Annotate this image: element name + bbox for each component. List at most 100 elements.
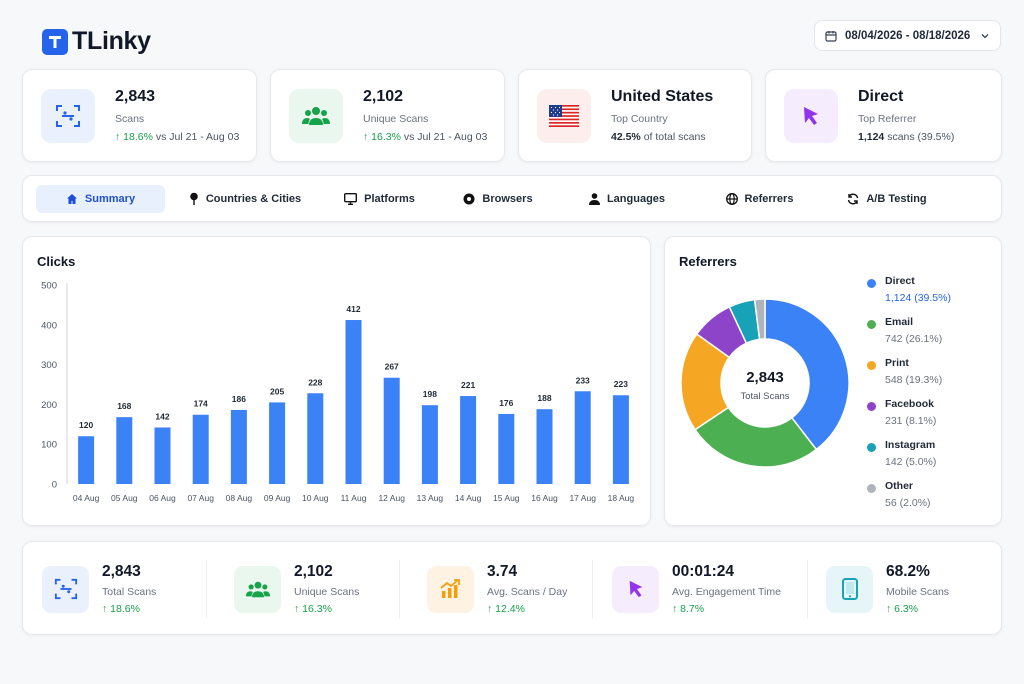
x-tick-label: 05 Aug xyxy=(111,493,138,503)
tab-countries-cities[interactable]: Countries & Cities xyxy=(165,185,325,213)
home-icon xyxy=(66,193,77,204)
divider xyxy=(807,560,808,618)
stat-value: Direct xyxy=(858,88,904,105)
legend-dot xyxy=(867,361,876,370)
donut-slice-other[interactable] xyxy=(753,298,766,341)
bar[interactable] xyxy=(307,393,324,484)
stat-card-scans: 2,843 Scans ↑ 18.6% vs Jul 21 - Aug 03 xyxy=(22,69,257,162)
divider xyxy=(206,560,207,618)
bar-value-label: 267 xyxy=(385,362,399,372)
divider xyxy=(592,560,593,618)
bar-value-label: 120 xyxy=(79,420,93,430)
x-tick-label: 04 Aug xyxy=(73,493,100,503)
tab-ab-testing[interactable]: A/B Testing xyxy=(827,185,947,213)
bar-value-label: 205 xyxy=(270,386,284,396)
kpi-delta: ↑ 8.7% xyxy=(672,603,705,615)
stat-label: Unique Scans xyxy=(363,113,429,125)
x-tick-label: 11 Aug xyxy=(341,493,367,503)
x-tick-label: 14 Aug xyxy=(455,493,482,503)
referrers-panel: Referrers 2,843 Total Scans Direct 1,124 … xyxy=(664,236,1002,526)
bar[interactable] xyxy=(192,414,209,484)
logo-icon xyxy=(42,28,68,55)
browser-icon xyxy=(463,193,475,204)
divider xyxy=(399,560,400,618)
cursor-icon xyxy=(784,88,838,143)
donut-slice-direct[interactable] xyxy=(764,298,850,451)
bar-value-label: 188 xyxy=(537,393,551,403)
bar-value-label: 233 xyxy=(576,375,590,385)
legend-dot xyxy=(867,484,876,493)
legend-item-instagram[interactable]: Instagram 142 (5.0%) xyxy=(865,439,951,480)
trend-chart-icon xyxy=(427,565,474,613)
bar[interactable] xyxy=(498,413,515,484)
bar[interactable] xyxy=(460,396,477,484)
legend-dot xyxy=(867,402,876,411)
cursor-icon xyxy=(612,565,659,613)
kpi-value: 68.2% xyxy=(886,563,930,580)
bar[interactable] xyxy=(116,417,133,484)
stat-card-top-country: United States Top Country 42.5% of total… xyxy=(518,69,752,162)
referrers-donut-chart: 2,843 Total Scans xyxy=(680,298,850,468)
bar-value-label: 176 xyxy=(499,398,513,408)
legend-item-direct[interactable]: Direct 1,124 (39.5%) xyxy=(865,275,951,316)
x-tick-label: 17 Aug xyxy=(569,493,596,503)
x-tick-label: 16 Aug xyxy=(531,493,558,503)
bar[interactable] xyxy=(154,427,171,484)
kpi-label: Avg. Scans / Day xyxy=(487,586,568,598)
kpi-label: Total Scans xyxy=(102,586,157,598)
chevron-down-icon xyxy=(981,33,989,38)
qr-scan-icon xyxy=(42,565,89,613)
tab-browsers[interactable]: Browsers xyxy=(434,185,562,213)
tab-summary[interactable]: Summary xyxy=(36,184,165,213)
stat-card-top-referrer: Direct Top Referrer 1,124 scans (39.5%) xyxy=(765,69,1002,162)
bar-value-label: 174 xyxy=(194,399,208,409)
stat-note: 42.5% of total scans xyxy=(611,131,706,143)
referrers-legend: Direct 1,124 (39.5%) Email 742 (26.1%) P… xyxy=(865,275,951,521)
y-tick-label: 200 xyxy=(41,400,57,411)
bar[interactable] xyxy=(421,405,438,484)
bar[interactable] xyxy=(269,402,286,484)
mobile-icon xyxy=(826,565,873,613)
app-logo[interactable]: TLinky xyxy=(42,27,151,56)
stat-label: Scans xyxy=(115,113,145,125)
legend-item-print[interactable]: Print 548 (19.3%) xyxy=(865,357,951,398)
bar[interactable] xyxy=(536,409,553,484)
x-tick-label: 12 Aug xyxy=(378,493,405,503)
kpi-value: 3.74 xyxy=(487,563,518,580)
tab-bar: Summary Countries & Cities Platforms Bro… xyxy=(22,175,1002,222)
donut-slice-email[interactable] xyxy=(694,406,818,468)
tab-platforms[interactable]: Platforms xyxy=(325,185,434,213)
clicks-panel: Clicks 0 100 200 300 400 500 120 04 Aug 168 05 Au… xyxy=(22,236,651,526)
referrers-title: Referrers xyxy=(679,254,737,269)
bar[interactable] xyxy=(230,409,247,484)
bar[interactable] xyxy=(345,320,362,484)
legend-item-facebook[interactable]: Facebook 231 (8.1%) xyxy=(865,398,951,439)
refresh-icon xyxy=(848,193,859,204)
kpi-value: 00:01:24 xyxy=(672,563,735,580)
tab-languages[interactable]: Languages xyxy=(562,185,692,213)
legend-item-email[interactable]: Email 742 (26.1%) xyxy=(865,316,951,357)
stat-label: Top Referrer xyxy=(858,113,917,125)
bar[interactable] xyxy=(383,377,400,484)
x-tick-label: 09 Aug xyxy=(264,493,291,503)
bar-value-label: 142 xyxy=(155,411,169,421)
tab-referrers[interactable]: Referrers xyxy=(692,185,827,213)
date-range-picker[interactable]: 08/04/2026 - 08/18/2026 xyxy=(814,20,1001,51)
x-tick-label: 06 Aug xyxy=(149,493,176,503)
date-range-label: 08/04/2026 - 08/18/2026 xyxy=(845,29,971,42)
kpi-mobile-scans: 68.2% Mobile Scans ↑ 6.3% xyxy=(826,542,949,636)
kpi-avg-engagement-time: 00:01:24 Avg. Engagement Time ↑ 8.7% xyxy=(612,542,781,636)
bar[interactable] xyxy=(612,395,629,484)
globe-icon xyxy=(725,192,738,205)
calendar-icon xyxy=(825,30,837,42)
y-tick-label: 400 xyxy=(41,320,57,331)
bar[interactable] xyxy=(574,391,591,484)
x-tick-label: 07 Aug xyxy=(187,493,214,503)
legend-item-other[interactable]: Other 56 (2.0%) xyxy=(865,480,951,521)
kpi-label: Mobile Scans xyxy=(886,586,950,598)
bar[interactable] xyxy=(78,436,95,484)
kpi-strip: 2,843 Total Scans ↑ 18.6% 2,102 Unique S… xyxy=(22,541,1002,635)
bar-value-label: 186 xyxy=(232,394,246,404)
bar-value-label: 168 xyxy=(117,401,131,411)
y-tick-label: 0 xyxy=(52,480,57,491)
